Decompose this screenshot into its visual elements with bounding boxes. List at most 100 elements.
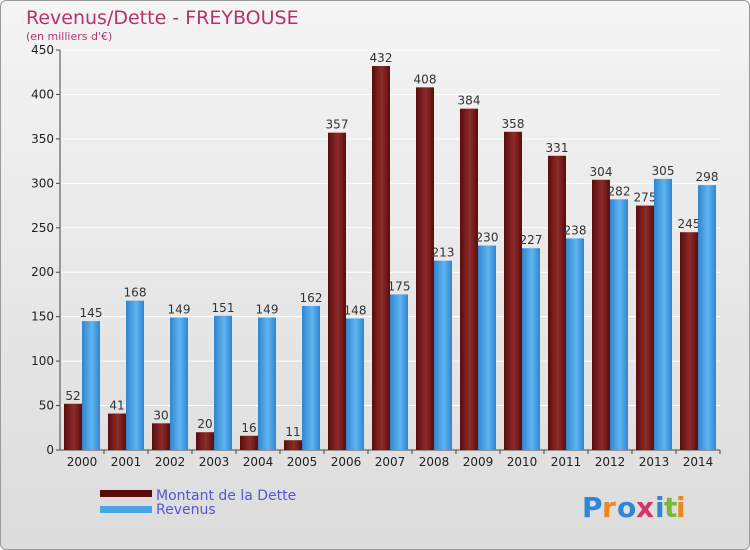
bar-dette (152, 423, 170, 450)
data-label: 162 (300, 291, 323, 305)
data-label: 41 (109, 399, 124, 413)
svg-text:i: i (655, 491, 665, 524)
bar-revenus (654, 178, 672, 450)
bar-dette (636, 205, 654, 450)
chart-title: Revenus/Dette - FREYBOUSE (26, 7, 299, 29)
svg-text:r: r (602, 491, 616, 524)
bar-dette (328, 132, 346, 450)
bars: 52 145 41 168 30 149 20 151 16 149 11 162 357 148 432 1… (64, 51, 719, 451)
bar-dette (196, 432, 214, 450)
data-label: 230 (476, 231, 499, 245)
legend-label-revenus: Revenus (156, 502, 216, 518)
x-tick-label: 2002 (155, 455, 186, 469)
x-tick-label: 2001 (111, 455, 142, 469)
bar-revenus (698, 185, 716, 450)
data-label: 331 (546, 141, 569, 155)
y-tick-label: 200 (31, 265, 54, 279)
data-label: 213 (432, 246, 455, 260)
data-label: 151 (212, 301, 235, 315)
bar-dette (108, 413, 126, 450)
data-label: 432 (370, 51, 393, 65)
data-label: 20 (197, 417, 212, 431)
bar-dette (372, 66, 390, 450)
data-label: 30 (153, 408, 168, 422)
bar-revenus (346, 318, 364, 450)
x-tick-label: 2009 (463, 455, 494, 469)
x-tick-label: 2004 (243, 455, 274, 469)
bar-revenus (434, 260, 452, 450)
y-tick-label: 0 (46, 443, 54, 457)
data-label: 148 (344, 303, 367, 317)
bar-revenus (478, 245, 496, 450)
bar-revenus (522, 248, 540, 450)
y-tick-label: 300 (31, 176, 54, 190)
x-tick-label: 2003 (199, 455, 230, 469)
svg-text:i: i (676, 491, 686, 524)
y-tick-label: 50 (39, 399, 54, 413)
bar-revenus (258, 317, 276, 450)
x-tick-label: 2010 (507, 455, 538, 469)
bar-dette (504, 131, 522, 450)
bar-revenus (302, 306, 320, 450)
data-label: 282 (608, 184, 631, 198)
legend-swatch-revenus (100, 506, 152, 513)
bar-revenus (390, 294, 408, 450)
legend: Montant de la Dette Revenus (100, 488, 296, 518)
bar-dette (680, 232, 698, 450)
chart-subtitle: (en milliers d'€) (26, 30, 112, 43)
proxiti-logo: P r o x i t i (582, 491, 686, 524)
data-label: 145 (80, 306, 103, 320)
bar-revenus (610, 199, 628, 450)
data-label: 384 (458, 94, 481, 108)
svg-text:o: o (617, 491, 636, 524)
y-tick-label: 150 (31, 310, 54, 324)
data-label: 16 (241, 421, 256, 435)
data-label: 408 (414, 72, 437, 86)
data-label: 305 (652, 164, 675, 178)
data-label: 227 (520, 233, 543, 247)
legend-swatch-debt (100, 490, 152, 497)
data-label: 149 (256, 303, 279, 317)
x-tick-label: 2013 (639, 455, 670, 469)
x-tick-label: 2005 (287, 455, 318, 469)
x-tick-label: 2007 (375, 455, 406, 469)
bar-dette (592, 179, 610, 450)
bar-dette (64, 403, 82, 450)
data-label: 175 (388, 279, 411, 293)
data-label: 168 (124, 286, 147, 300)
data-label: 149 (168, 303, 191, 317)
data-label: 245 (678, 217, 701, 231)
data-label: 357 (326, 118, 349, 132)
bar-dette (416, 87, 434, 450)
bar-revenus (126, 300, 144, 450)
data-label: 358 (502, 117, 525, 131)
x-tick-label: 2011 (551, 455, 582, 469)
data-label: 52 (65, 389, 80, 403)
data-label: 298 (696, 170, 719, 184)
bar-revenus (82, 321, 100, 450)
y-tick-label: 400 (31, 87, 54, 101)
svg-text:t: t (664, 491, 677, 524)
x-tick-label: 2012 (595, 455, 626, 469)
bar-revenus (170, 317, 188, 450)
bar-revenus (566, 238, 584, 450)
bar-dette (548, 155, 566, 450)
x-tick-label: 2000 (67, 455, 98, 469)
bar-dette (284, 440, 302, 450)
svg-text:P: P (582, 491, 603, 524)
bar-revenus (214, 315, 232, 450)
x-tick-label: 2014 (683, 455, 714, 469)
x-tick-label: 2008 (419, 455, 450, 469)
data-label: 11 (285, 425, 300, 439)
y-tick-label: 450 (31, 43, 54, 57)
x-axis: 2000 2001 2002 2003 2004 2005 2006 2007 2008 2009… (67, 450, 721, 469)
data-label: 238 (564, 223, 587, 237)
y-tick-label: 100 (31, 354, 54, 368)
legend-label-debt: Montant de la Dette (156, 488, 296, 504)
y-tick-label: 350 (31, 132, 54, 146)
data-label: 275 (634, 191, 657, 205)
bar-dette (460, 108, 478, 451)
x-tick-label: 2006 (331, 455, 362, 469)
data-label: 304 (590, 165, 613, 179)
